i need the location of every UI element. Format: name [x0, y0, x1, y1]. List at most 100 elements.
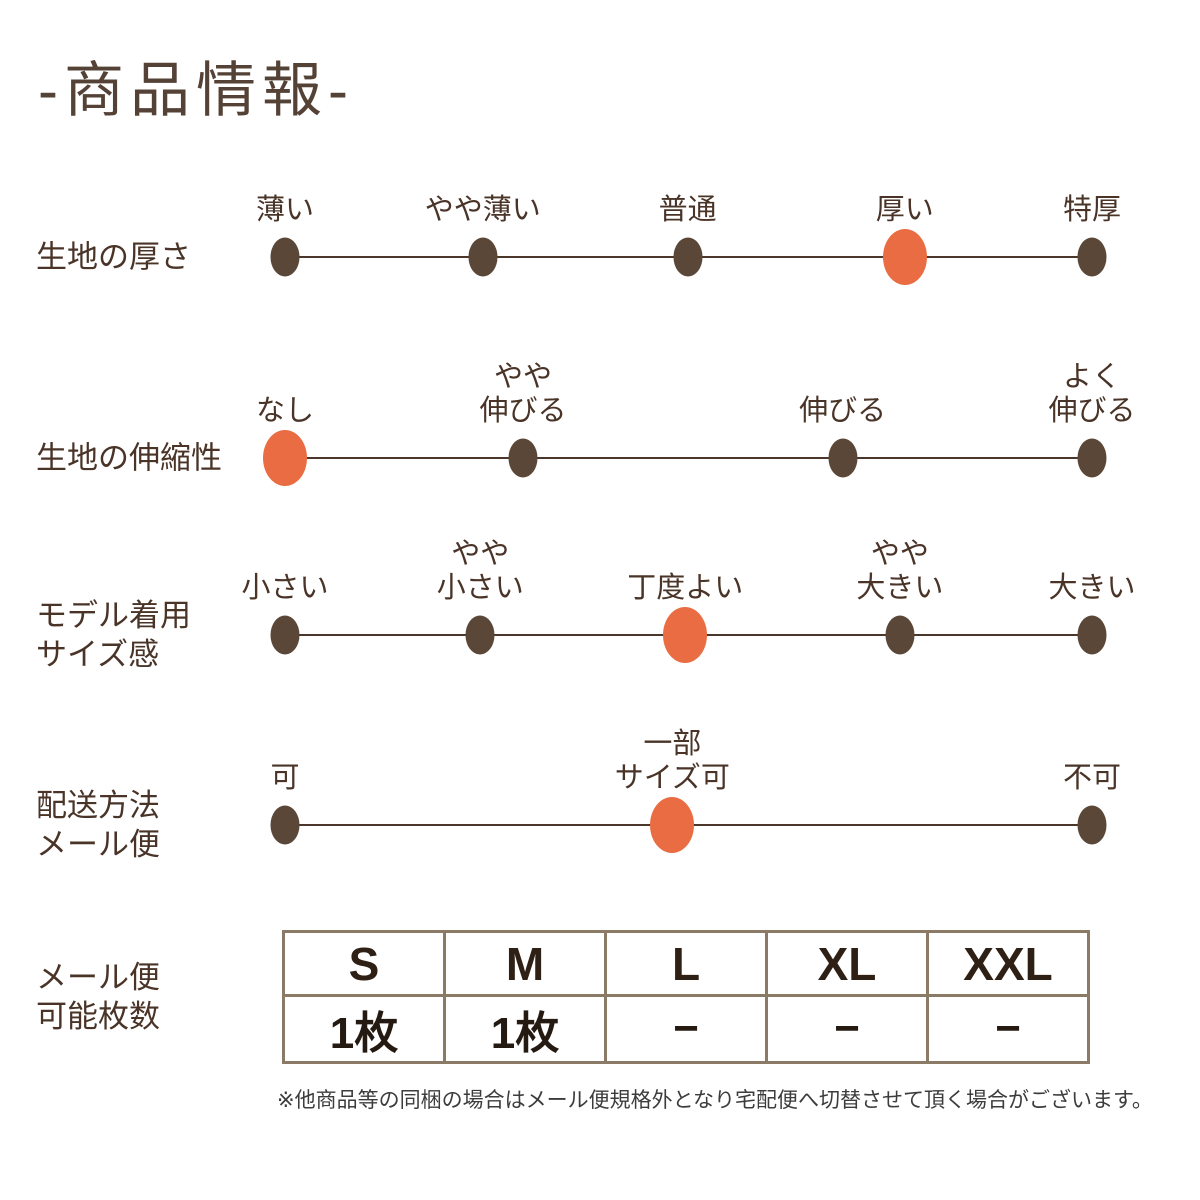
- scale-point-label: 特厚: [1063, 193, 1121, 227]
- scale-point-label-line: 大きい: [856, 572, 944, 604]
- scale-dot: [465, 615, 495, 655]
- scale-point: 薄い: [256, 127, 314, 257]
- scale-dot: [1077, 805, 1107, 845]
- scale-row-label: 生地の伸縮性: [36, 439, 222, 478]
- scale-point-label-line: 特厚: [1062, 194, 1122, 226]
- scale-point-label: 伸びる: [799, 394, 886, 428]
- scale-dot: [468, 237, 498, 277]
- scale-row-label-line: メール便: [36, 827, 160, 862]
- scale-point-label-line: やや: [451, 538, 510, 570]
- scale-point-label: 丁度よい: [627, 571, 743, 605]
- scale-dot-selected: [882, 229, 927, 285]
- capacity-value-cell: −: [765, 994, 929, 1064]
- scale-point-label: なし: [256, 394, 314, 428]
- scale-point-label: 厚い: [876, 193, 934, 227]
- scale-point-label: 薄い: [256, 193, 314, 227]
- scale-point-label-line: 小さい: [436, 572, 524, 604]
- scale-point-label-line: なし: [255, 395, 315, 427]
- scale-point-label: 不可: [1063, 761, 1121, 795]
- capacity-value-cell: −: [604, 994, 768, 1064]
- rating-scale-row: 生地の厚さ 薄い やや薄い 普通 厚い 特厚: [0, 127, 1200, 292]
- size-header-cell: S: [282, 930, 446, 997]
- scale-point: 不可: [1063, 695, 1121, 825]
- scale-point: 一部 サイズ可: [615, 695, 730, 825]
- scale-dot-selected: [650, 797, 695, 853]
- table-row-label-line: メール便: [36, 960, 160, 995]
- scale-dot: [270, 237, 300, 277]
- scale-point-label: やや 小さい: [437, 537, 524, 605]
- scale-point-label: 小さい: [241, 571, 328, 605]
- scale-point: やや 大きい: [856, 505, 943, 635]
- scale-row-label: 配送方法 メール便: [36, 786, 160, 864]
- scale-point-label-line: 厚い: [875, 194, 934, 226]
- scale-point-label-line: 可: [270, 762, 300, 794]
- scale-point-label-line: やや薄い: [424, 194, 541, 226]
- scale-track: なし やや 伸びる 伸びる よく 伸びる: [256, 328, 1136, 493]
- scale-point-label-line: 普通: [658, 194, 717, 226]
- scale-point-label-line: 不可: [1062, 762, 1122, 794]
- scale-point-label-line: 伸びる: [799, 395, 887, 427]
- scale-row-label-line: 生地の伸縮性: [36, 440, 222, 476]
- scale-point: やや薄い: [425, 127, 541, 257]
- capacity-value-cell: 1枚: [282, 994, 446, 1064]
- scale-point-label-line: 小さい: [241, 572, 329, 604]
- scale-row-label: モデル着用 サイズ感: [36, 596, 191, 674]
- scale-track: 小さい やや 小さい 丁度よい やや 大きい 大きい: [241, 505, 1136, 670]
- table-row-label: メール便 可能枚数: [36, 958, 160, 1036]
- scale-dot: [885, 615, 915, 655]
- scale-point: よく 伸びる: [1048, 328, 1135, 458]
- scale-point: 丁度よい: [627, 505, 743, 635]
- scale-point-label: やや 大きい: [856, 537, 943, 605]
- scale-point-label: 普通: [659, 193, 717, 227]
- scale-point-label-line: 薄い: [255, 194, 315, 226]
- size-header-cell: XXL: [926, 930, 1090, 997]
- mail-capacity-table: S M L XL XXL 1枚 1枚 − − −: [282, 930, 1090, 1064]
- disclaimer-note: ※他商品等の同梱の場合はメール便規格外となり宅配便へ切替させて頂く場合がございま…: [277, 1089, 1153, 1112]
- scale-point: やや 小さい: [437, 505, 524, 635]
- scale-point-label: 一部 サイズ可: [615, 727, 730, 795]
- size-header-row: S M L XL XXL: [282, 930, 1090, 997]
- rating-scale-row: モデル着用 サイズ感 小さい やや 小さい 丁度よい やや 大きい 大きい: [0, 505, 1200, 672]
- scale-point: 特厚: [1063, 127, 1121, 257]
- scale-row-label-line: モデル着用: [36, 598, 191, 633]
- scale-point-label-line: 大きい: [1048, 572, 1136, 604]
- scale-point-label: よく 伸びる: [1048, 360, 1135, 428]
- scale-track: 可 一部 サイズ可不可: [270, 695, 1121, 860]
- scale-line: [285, 457, 1092, 459]
- scale-point: 大きい: [1048, 505, 1135, 635]
- scale-dot-selected: [263, 430, 307, 486]
- size-header-cell: M: [443, 930, 607, 997]
- scale-point-label-line: よく: [1062, 361, 1122, 393]
- scale-point-label-line: 伸びる: [479, 395, 567, 427]
- scale-point-label: やや薄い: [425, 193, 541, 227]
- scale-point: なし: [256, 328, 314, 458]
- size-header-cell: XL: [765, 930, 929, 997]
- scale-row-label-line: 生地の厚さ: [36, 239, 191, 275]
- capacity-value-cell: −: [926, 994, 1090, 1064]
- scale-dot: [270, 615, 300, 655]
- scale-point: やや 伸びる: [480, 328, 567, 458]
- rating-scale-row: 生地の伸縮性 なし やや 伸びる 伸びる よく 伸びる: [0, 328, 1200, 493]
- scale-point-label-line: やや: [870, 538, 929, 570]
- scale-dot: [270, 805, 300, 845]
- scale-dot: [1077, 438, 1107, 478]
- capacity-value-cell: 1枚: [443, 994, 607, 1064]
- scale-dot: [673, 237, 703, 277]
- scale-dot: [1077, 237, 1107, 277]
- size-header-cell: L: [604, 930, 768, 997]
- scale-row-label-line: 配送方法: [36, 788, 160, 823]
- scale-point: 小さい: [241, 505, 328, 635]
- scale-point: 可: [270, 695, 299, 825]
- scale-point-label-line: やや: [494, 361, 553, 393]
- scale-point-label: 大きい: [1048, 571, 1135, 605]
- scale-point-label-line: 丁度よい: [627, 572, 744, 604]
- scale-point-label: やや 伸びる: [480, 360, 567, 428]
- capacity-value-row: 1枚 1枚 − − −: [282, 994, 1090, 1064]
- scale-dot: [828, 438, 858, 478]
- scale-point-label: 可: [270, 761, 299, 795]
- scale-row-label: 生地の厚さ: [36, 238, 191, 277]
- scale-dot-selected: [663, 607, 708, 663]
- scale-point-label-line: 一部: [643, 728, 702, 760]
- scale-dot: [508, 438, 538, 478]
